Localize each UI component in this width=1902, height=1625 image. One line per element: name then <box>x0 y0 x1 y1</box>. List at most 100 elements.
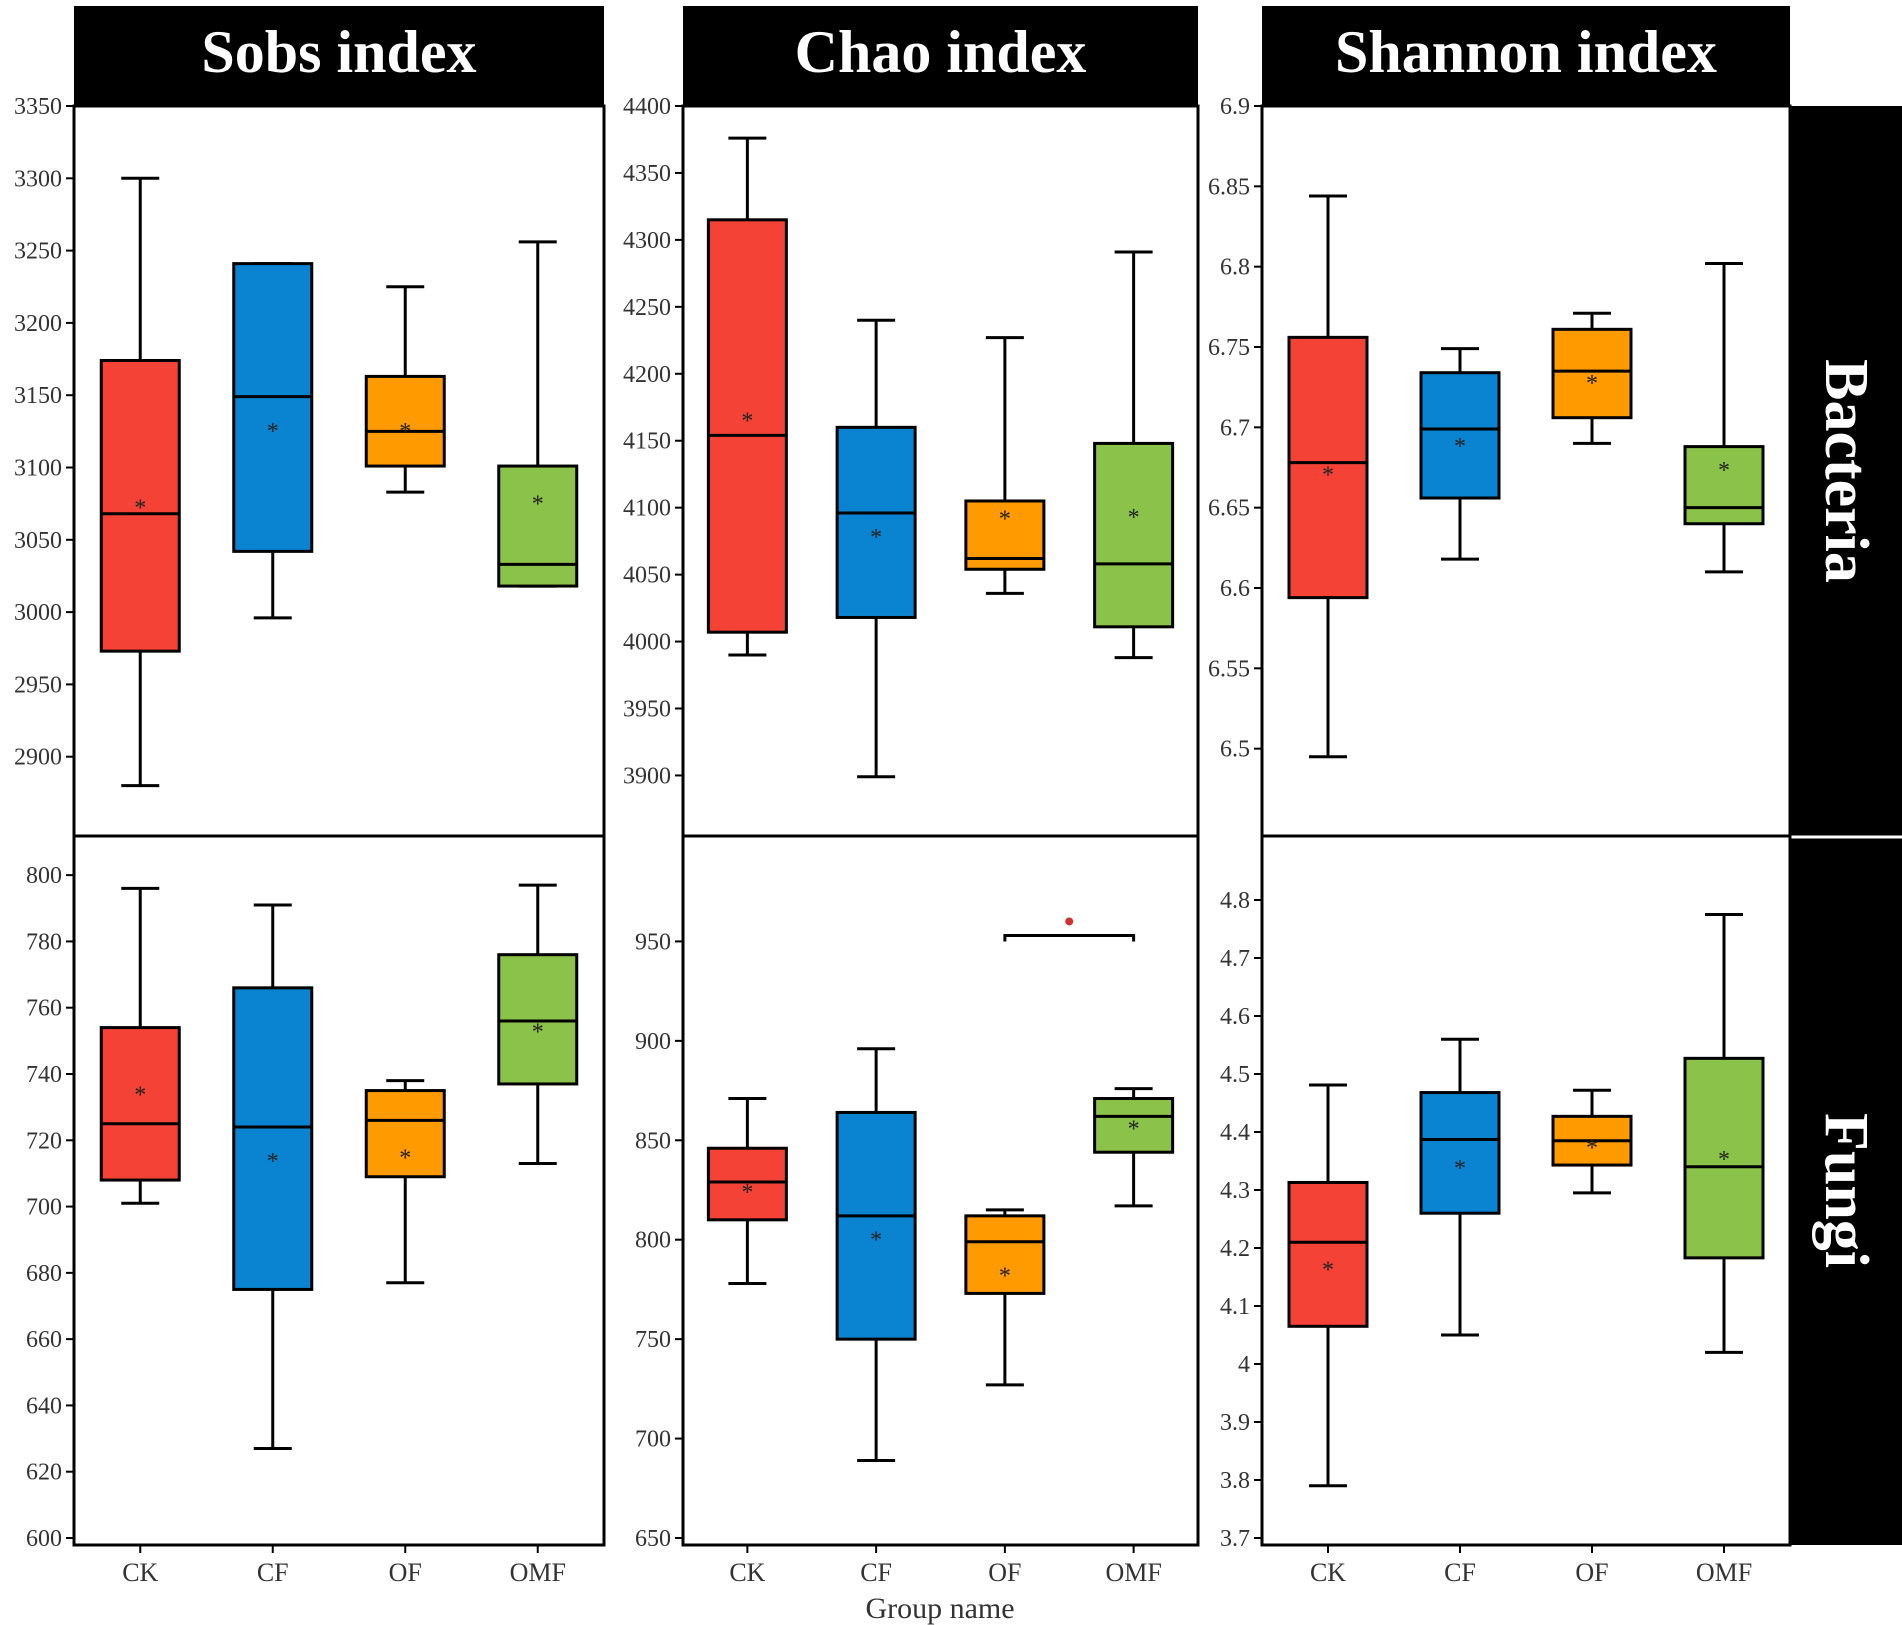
mean-marker: * <box>870 1228 882 1254</box>
y-tick-label: 750 <box>635 1327 671 1353</box>
mean-marker: * <box>1718 458 1730 484</box>
mean-marker: * <box>134 1083 146 1109</box>
panel-bacteria-chao: 3900 3950 4000 4050 4100 4150 4200 4250 4300 4350… <box>623 94 1200 838</box>
x-tick-label: CF <box>860 1558 892 1587</box>
y-tick-label: 4.1 <box>1220 1294 1250 1320</box>
y-tick-label: 3350 <box>14 94 62 120</box>
mean-marker: * <box>1128 1116 1140 1142</box>
y-tick-label: 4400 <box>623 94 671 120</box>
mean-marker: * <box>741 409 753 435</box>
y-tick-label: 740 <box>26 1062 62 1088</box>
iqr-box <box>232 986 314 1291</box>
panel-bacteria-sobs: 2900 2950 3000 3050 3100 3150 3200 3250 3300 3350… <box>14 94 606 838</box>
iqr-box <box>232 262 314 553</box>
y-tick-label: 4.5 <box>1220 1062 1250 1088</box>
x-tick-label: OMF <box>1105 1558 1161 1587</box>
panel-fungi-chao: 650 700 750 800 850 900 950 * * * * CK CF OF OMF <box>635 834 1200 1587</box>
y-tick-label: 3.7 <box>1220 1526 1250 1552</box>
y-tick-label: 800 <box>635 1228 671 1254</box>
y-tick-label: 700 <box>26 1195 62 1221</box>
box-omf: * <box>1093 1087 1175 1208</box>
mean-marker: * <box>267 419 279 445</box>
y-tick-label: 4.2 <box>1220 1236 1250 1262</box>
y-tick-label: 4050 <box>623 563 671 589</box>
y-tick-label: 700 <box>635 1427 671 1453</box>
column-header-bg <box>74 6 604 106</box>
mean-marker: * <box>1718 1147 1730 1173</box>
x-tick-label: CK <box>729 1558 765 1587</box>
y-tick-label: 780 <box>26 929 62 955</box>
iqr-box <box>1683 445 1765 526</box>
box-omf: * <box>1683 913 1765 1354</box>
box-of: * <box>964 336 1046 595</box>
iqr-box <box>497 464 579 588</box>
y-tick-label: 900 <box>635 1029 671 1055</box>
mean-marker: * <box>1586 1136 1598 1162</box>
y-tick-label: 4.6 <box>1220 1004 1250 1030</box>
y-tick-label: 6.6 <box>1220 576 1250 602</box>
mean-marker: * <box>741 1180 753 1206</box>
y-tick-label: 720 <box>26 1128 62 1154</box>
y-tick-label: 6.5 <box>1220 737 1250 763</box>
mean-marker: * <box>532 1020 544 1046</box>
iqr-box <box>99 358 181 653</box>
box-of: * <box>364 285 446 494</box>
mean-marker: * <box>999 1264 1011 1290</box>
mean-marker: * <box>1586 371 1598 397</box>
y-tick-label: 6.7 <box>1220 415 1250 441</box>
y-tick-label: 660 <box>26 1327 62 1353</box>
y-tick-label: 800 <box>26 863 62 889</box>
y-tick-label: 3000 <box>14 600 62 626</box>
y-tick-label: 650 <box>635 1526 671 1552</box>
y-tick-label: 4150 <box>623 429 671 455</box>
box-cf: * <box>835 318 917 779</box>
box-cf: * <box>1419 347 1501 561</box>
column-header-title: Shannon index <box>1335 19 1717 85</box>
column-header-bg <box>1262 6 1790 106</box>
column-header-bg <box>683 6 1198 106</box>
box-omf: * <box>1683 261 1765 574</box>
iqr-box <box>1683 1056 1765 1260</box>
y-tick-label: 6.55 <box>1208 656 1250 682</box>
y-tick-label: 6.8 <box>1220 255 1250 281</box>
y-tick-label: 4.7 <box>1220 946 1250 972</box>
mean-marker: * <box>1454 1156 1466 1182</box>
box-of: * <box>1551 1088 1633 1195</box>
iqr-box <box>835 1110 917 1341</box>
box-ck: * <box>1287 1083 1369 1488</box>
mean-marker: * <box>532 491 544 517</box>
y-tick-label: 4350 <box>623 161 671 187</box>
box-cf: * <box>835 1047 917 1462</box>
mean-marker: * <box>399 419 411 445</box>
iqr-box <box>706 1146 788 1222</box>
iqr-box <box>706 218 788 634</box>
iqr-box <box>364 374 446 468</box>
y-tick-label: 3050 <box>14 528 62 554</box>
x-tick-label: OF <box>988 1558 1021 1587</box>
box-ck: * <box>706 136 788 657</box>
y-tick-label: 4300 <box>623 228 671 254</box>
significance-dot <box>1065 917 1074 926</box>
mean-marker: * <box>134 496 146 522</box>
y-tick-label: 3.8 <box>1220 1468 1250 1494</box>
box-omf: * <box>1093 250 1175 660</box>
x-tick-label: CF <box>257 1558 289 1587</box>
row-header-title: Bacteria <box>1812 359 1880 583</box>
y-tick-label: 2950 <box>14 672 62 698</box>
panel-fungi-sobs: 600 620 640 660 680 700 720 740 760 780 800 * * * * CK C… <box>26 834 606 1587</box>
x-tick-label: OMF <box>1696 1558 1752 1587</box>
y-tick-label: 4000 <box>623 630 671 656</box>
iqr-box <box>99 1026 181 1182</box>
row-header-bg <box>1790 106 1902 836</box>
iqr-box <box>964 1214 1046 1295</box>
y-tick-label: 4 <box>1238 1352 1250 1378</box>
row-header-title: Fungi <box>1812 1113 1880 1268</box>
mean-marker: * <box>1128 505 1140 531</box>
mean-marker: * <box>267 1149 279 1175</box>
iqr-box <box>835 425 917 619</box>
y-tick-label: 6.75 <box>1208 335 1250 361</box>
y-tick-label: 3200 <box>14 311 62 337</box>
significance-bracket <box>1003 933 1136 942</box>
y-tick-label: 3250 <box>14 239 62 265</box>
